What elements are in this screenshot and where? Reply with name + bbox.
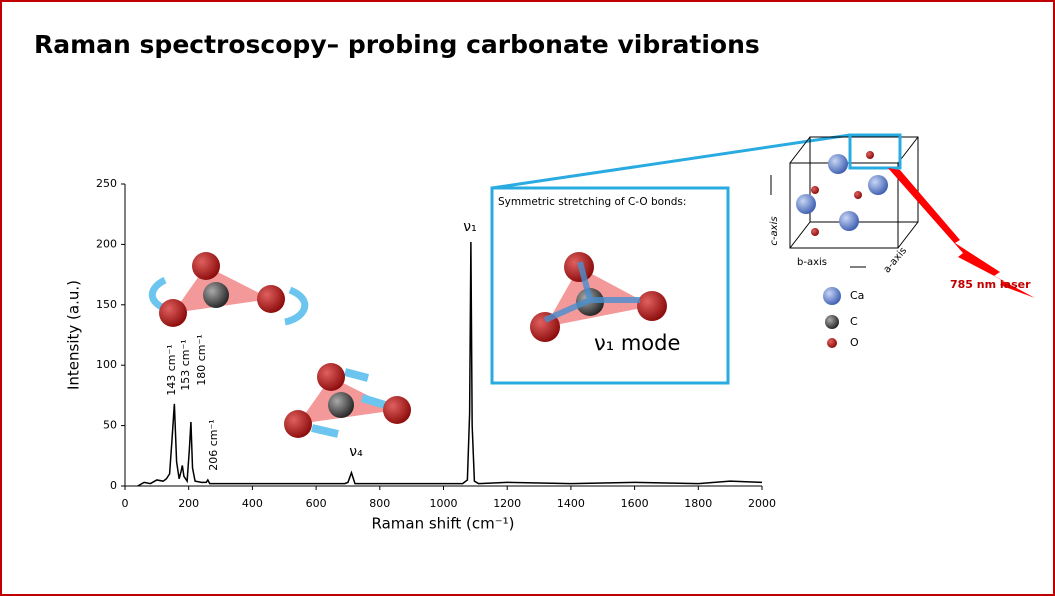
c-axis-label: c-axis [769,216,780,245]
y-tick-label: 250 [96,177,117,190]
molecule-rotation [149,252,309,327]
inset-caption: Symmetric stretching of C-O bonds: [498,196,686,208]
peak-annotation: 180 cm⁻¹ [195,334,208,385]
peak-annotation: ν₁ [463,219,476,235]
y-tick-label: 100 [96,358,117,371]
legend-swatch [825,315,839,329]
x-tick-label: 0 [122,497,129,510]
peak-annotation: 206 cm⁻¹ [207,419,220,470]
slide-title: Raman spectroscopy– probing carbonate vi… [34,30,760,59]
peak-annotation: ν₄ [349,444,363,460]
peak-annotation: 153 cm⁻¹ [179,339,192,390]
molecule-bending [284,363,411,438]
zoom-line [491,133,851,190]
x-tick-label: 200 [178,497,199,510]
laser-beam [888,168,1035,298]
legend-swatch [827,338,837,348]
y-tick-label: 200 [96,237,117,250]
zoom-box [848,133,902,170]
x-tick-label: 1800 [684,497,712,510]
x-tick-label: 800 [369,497,390,510]
x-tick-label: 1600 [621,497,649,510]
spectrum-line [137,241,763,487]
y-tick-label: 50 [103,419,117,432]
x-tick-label: 2000 [748,497,776,510]
x-tick-label: 1400 [557,497,585,510]
x-axis-label: Raman shift (cm⁻¹) [371,515,514,533]
inset-mode: ν₁ mode [594,331,680,355]
legend-label: Ca [850,289,864,302]
y-tick-label: 0 [110,479,117,492]
molecule-stretch [530,252,667,342]
y-axis-label: Intensity (a.u.) [65,280,83,390]
x-tick-label: 600 [306,497,327,510]
crystal-atoms [796,151,888,236]
x-tick-label: 1000 [430,497,458,510]
legend-swatch [823,287,841,305]
y-tick-label: 150 [96,298,117,311]
laser-label: 785 nm laser [950,278,1031,291]
x-tick-label: 1200 [493,497,521,510]
legend-label: O [850,336,859,349]
legend-label: C [850,315,858,328]
b-axis-label: b-axis [797,257,827,268]
x-tick-label: 400 [242,497,263,510]
peak-annotation: 143 cm⁻¹ [165,344,178,395]
